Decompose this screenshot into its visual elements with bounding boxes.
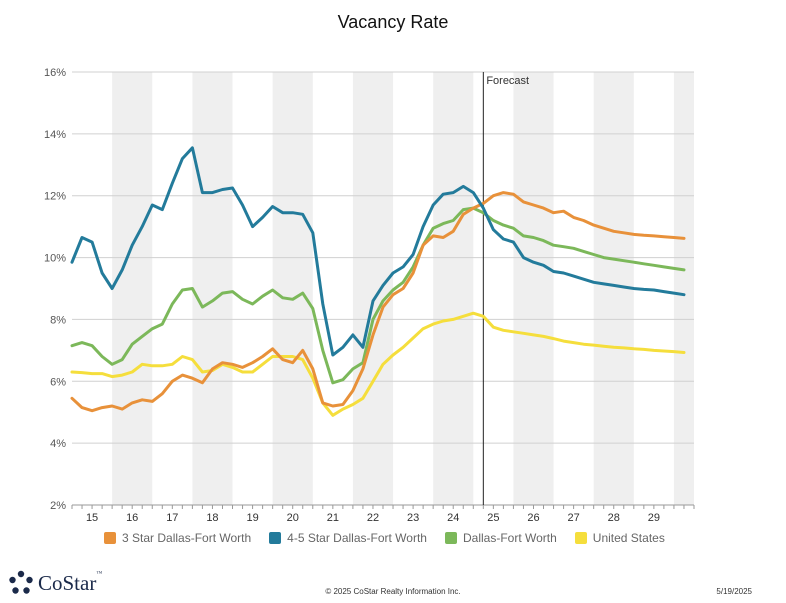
series-line-4-5-star-dallas-fort-worth	[70, 146, 686, 357]
legend-swatch-dallas-fort-worth	[444, 532, 457, 544]
year-band-16	[112, 72, 153, 505]
year-band-30	[673, 72, 694, 505]
legend-item-3-star[interactable]: 3 Star Dallas-Fort Worth	[104, 531, 251, 545]
legend-label-3-star: 3 Star Dallas-Fort Worth	[122, 531, 252, 545]
year-band-20	[272, 72, 313, 505]
x-tick-label: 17	[166, 512, 178, 524]
x-tick-label: 24	[447, 512, 459, 524]
year-band-26	[513, 72, 554, 505]
forecast-label: Forecast	[486, 75, 529, 87]
legend-label-united-states: United States	[592, 531, 665, 545]
y-tick-label: 10%	[44, 253, 66, 265]
y-tick-label: 16%	[44, 67, 66, 79]
x-tick-label: 29	[648, 512, 660, 524]
costar-logo: CoStar™	[8, 570, 102, 596]
y-tick-label: 8%	[50, 314, 66, 326]
legend-label-4-5-star: 4-5 Star Dallas-Fort Worth	[287, 531, 427, 545]
legend-swatch-united-states	[574, 532, 587, 544]
x-tick-label: 26	[527, 512, 539, 524]
y-tick-label: 4%	[50, 438, 66, 450]
legend-swatch-4-5-star	[269, 532, 282, 544]
report-date: 5/19/2025	[716, 587, 752, 596]
year-band-24	[433, 72, 474, 505]
x-tick-label: 23	[407, 512, 419, 524]
x-tick-label: 19	[246, 512, 258, 524]
y-tick-label: 2%	[50, 500, 66, 512]
costar-logo-text: CoStar™	[38, 570, 103, 595]
chart-title: Vacancy Rate	[337, 12, 449, 32]
y-tick-label: 6%	[50, 376, 66, 388]
x-tick-label: 15	[86, 512, 98, 524]
x-tick-label: 28	[608, 512, 620, 524]
legend-label-dallas-fort-worth: Dallas-Fort Worth	[462, 531, 557, 545]
legend-item-united-states[interactable]: United States	[574, 531, 665, 545]
series-line-united-states	[70, 311, 686, 417]
y-tick-label: 12%	[44, 191, 66, 203]
x-tick-label: 18	[206, 512, 218, 524]
x-tick-label: 25	[487, 512, 499, 524]
year-band-18	[192, 72, 233, 505]
year-band-22	[352, 72, 394, 505]
y-tick-label: 14%	[44, 129, 66, 141]
x-tick-label: 22	[367, 512, 379, 524]
legend-item-dallas-fort-worth[interactable]: Dallas-Fort Worth	[444, 531, 557, 545]
x-tick-label: 27	[567, 512, 579, 524]
x-tick-label: 20	[287, 512, 299, 524]
copyright-text: © 2025 CoStar Realty Information Inc.	[325, 587, 461, 596]
legend: 3 Star Dallas-Fort Worth 4-5 Star Dallas…	[104, 531, 683, 545]
legend-swatch-3-star	[104, 532, 116, 544]
costar-logo-icon	[9, 570, 33, 594]
series-line-3-star-dallas-fort-worth	[70, 191, 686, 413]
x-tick-label: 16	[126, 512, 138, 524]
series-line-dallas-fort-worth	[70, 206, 686, 385]
x-tick-label: 21	[327, 512, 339, 524]
legend-item-4-5-star[interactable]: 4-5 Star Dallas-Fort Worth	[269, 531, 427, 545]
